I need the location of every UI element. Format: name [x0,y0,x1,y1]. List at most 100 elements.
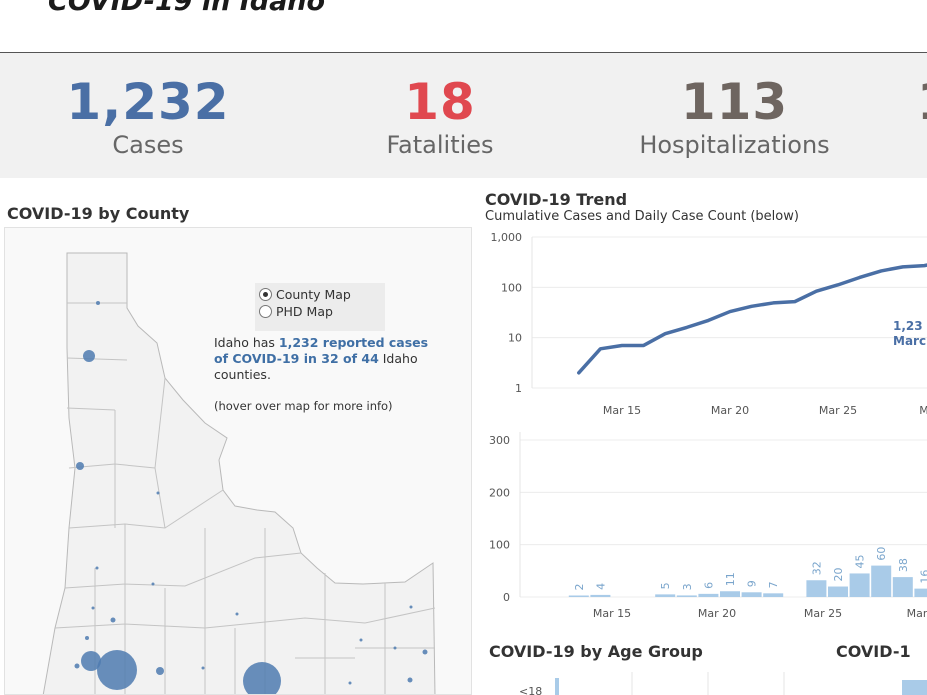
daily-case-label: 38 [897,558,910,572]
daily-case-bar [828,586,848,597]
trend-panel-subtitle: Cumulative Cases and Daily Case Count (b… [485,209,799,224]
daily-case-bar [568,595,589,597]
bar-y-tick-label: 200 [489,486,510,499]
county-bubble [235,612,239,616]
phd-map-option[interactable]: PHD Map [259,304,333,319]
title-divider [0,52,927,53]
county-bubble [83,350,95,362]
county-bubble [151,582,155,586]
age-panel-title: COVID-19 by Age Group [489,642,703,661]
phd-map-option-label: PHD Map [276,304,333,319]
bar-x-tick-label: Mar 15 [593,607,631,620]
map-note-prefix: Idaho has [214,335,279,350]
trend-callout-value: 1,23 [893,319,923,333]
radio-selected-icon[interactable] [259,288,272,301]
county-map-option-label: County Map [276,287,351,302]
daily-case-label: 7 [767,581,780,588]
daily-case-bar [698,593,719,597]
daily-case-label: 20 [832,568,845,582]
next-panel-title: COVID-1 [836,642,911,661]
daily-case-bar [806,580,827,597]
daily-case-label: 32 [810,561,823,575]
cumulative-cases-line [577,263,927,375]
line-y-tick-label: 10 [508,332,522,345]
trend-panel-title: COVID-19 Trend [485,190,628,209]
kpi-fatalities-value: 18 [404,73,476,131]
line-x-tick-label: Mar 20 [711,404,749,417]
line-x-tick-label: Mar 25 [819,404,857,417]
bar-x-tick-label: Mar 25 [804,607,842,620]
kpi-fatalities-label: Fatalities [386,131,494,159]
daily-case-label: 16 [918,570,927,584]
daily-case-label: 4 [594,583,607,590]
bar-x-tick-label: Mar [907,607,927,620]
county-bubble [74,663,80,669]
map-note-cases: 1,232 reported cases [278,335,429,350]
kpi-fatalities: 18 Fatalities [365,75,515,161]
daily-case-label: 9 [746,580,759,587]
trend-callout-date: Marc [893,334,926,348]
county-map-option[interactable]: County Map [259,287,351,302]
county-map[interactable] [4,227,472,695]
county-bubble [201,666,205,670]
age-bar [555,678,559,695]
kpi-partial: 1 [917,75,927,129]
kpi-hospitalizations-label: Hospitalizations [639,131,830,159]
county-panel-title: COVID-19 by County [7,204,190,223]
next-panel-bar [902,680,927,695]
line-y-tick-label: 1 [515,382,522,395]
daily-case-bar [871,565,892,597]
county-bubble [407,677,413,683]
daily-case-bar [892,577,913,597]
kpi-cases-value: 1,232 [66,73,230,131]
line-y-tick-label: 1,000 [491,231,523,244]
kpi-band: 1,232 Cases 18 Fatalities 113 Hospitaliz… [0,53,927,178]
kpi-cases: 1,232 Cases [58,75,238,161]
county-bubble [422,649,428,655]
daily-case-label: 45 [854,554,867,568]
county-bubble [95,566,99,570]
county-bubble [156,491,160,495]
radio-unselected-icon[interactable] [259,305,272,318]
county-bubble [91,606,95,610]
map-note-counties: of COVID-19 in 32 of 44 [214,351,379,366]
county-bubble [156,667,164,675]
county-bubble [110,617,116,623]
daily-case-bar [676,595,697,597]
county-bubble [96,301,100,305]
daily-case-bar [914,588,927,597]
bar-y-tick-label: 0 [503,591,510,604]
daily-case-label: 60 [875,547,888,561]
daily-case-label: 3 [681,583,694,590]
kpi-hospitalizations-value: 113 [680,73,789,131]
page-title: COVID-19 in Idaho [48,0,326,17]
county-bubble [359,638,363,642]
map-hover-hint: (hover over map for more info) [214,399,393,413]
daily-case-label: 5 [659,582,672,589]
line-y-tick-label: 100 [501,281,522,294]
daily-case-bar [590,594,611,597]
county-map-svg[interactable] [5,228,472,695]
county-bubble [81,651,101,671]
daily-case-bar [655,594,676,597]
line-x-tick-label: M [919,404,927,417]
idaho-outline [42,252,436,694]
bar-y-tick-label: 300 [489,434,510,447]
county-bubble [409,605,413,609]
map-summary-note: Idaho has 1,232 reported cases of COVID-1… [214,335,466,383]
county-bubble [97,650,137,690]
map-type-toggle[interactable]: County Map PHD Map [255,283,385,331]
age-group-label: <18 [519,685,542,695]
county-bubble [243,662,281,694]
daily-case-label: 2 [573,584,586,591]
kpi-cases-label: Cases [112,131,184,159]
county-bubble [85,636,89,640]
kpi-partial-value: 1 [917,75,927,129]
bar-x-tick-label: Mar 20 [698,607,736,620]
kpi-hospitalizations: 113 Hospitalizations [612,75,857,161]
line-x-tick-label: Mar 15 [603,404,641,417]
daily-case-bar [741,592,762,597]
daily-case-label: 6 [702,582,715,589]
daily-case-bar [763,593,784,597]
county-bubble [348,681,352,685]
